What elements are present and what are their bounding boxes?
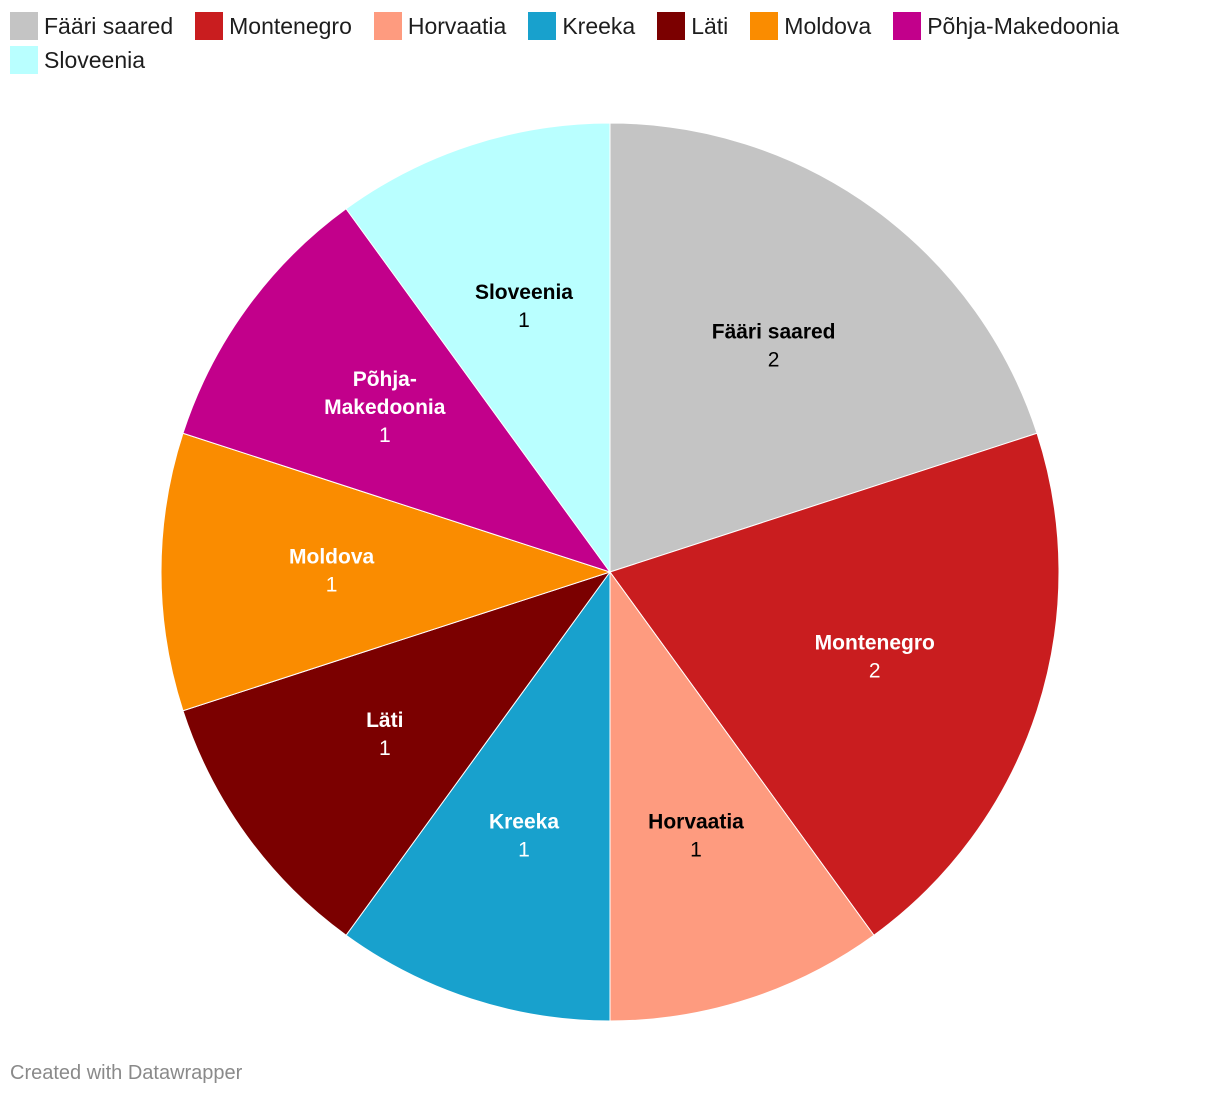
legend: Fääri saared Montenegro Horvaatia Kreeka Lät… xyxy=(10,12,1200,74)
legend-swatch xyxy=(528,12,557,40)
slice-value: 1 xyxy=(379,424,391,447)
slice-label: Montenegro xyxy=(815,632,935,655)
pie-slice xyxy=(160,432,612,712)
slice-value: 1 xyxy=(518,309,530,332)
slice-value: 1 xyxy=(326,574,338,597)
legend-item: Kreeka xyxy=(528,12,635,40)
legend-item: Horvaatia xyxy=(373,12,507,40)
pie-slice xyxy=(345,570,611,1022)
pie-slice xyxy=(609,570,875,1022)
slice-label: Läti xyxy=(366,709,403,732)
legend-label: Põhja-Makedoonia xyxy=(927,12,1120,39)
slice-label: Fääri saared xyxy=(712,320,836,343)
slice-label: Moldova xyxy=(289,546,374,569)
pie-slice xyxy=(345,122,611,574)
slice-value: 2 xyxy=(768,348,780,371)
legend-label: Montenegro xyxy=(229,12,352,39)
legend-item: Läti xyxy=(657,12,728,40)
legend-swatch xyxy=(373,12,402,40)
pie-slice xyxy=(182,571,612,936)
pie-chart: Fääri saared 2 Montenegro 2 Horvaatia 1 Kreeka… xyxy=(160,122,1060,1022)
legend-swatch xyxy=(195,12,224,40)
legend-item: Fääri saared xyxy=(10,12,173,40)
slice-value: 1 xyxy=(518,838,530,861)
slice-value: 2 xyxy=(869,660,881,683)
slice-value: 1 xyxy=(690,838,702,861)
legend-swatch xyxy=(657,12,686,40)
legend-swatch xyxy=(893,12,922,40)
credit-text: Created with Datawrapper xyxy=(10,1062,243,1084)
legend-label: Läti xyxy=(691,12,729,39)
legend-item: Põhja-Makedoonia xyxy=(893,12,1119,40)
legend-swatch xyxy=(10,12,38,40)
legend-swatch xyxy=(10,46,38,74)
legend-label: Sloveenia xyxy=(44,46,146,73)
legend-label: Fääri saared xyxy=(44,12,174,39)
slice-label: Horvaatia xyxy=(648,810,744,833)
legend-item: Montenegro xyxy=(195,12,352,40)
legend-item: Sloveenia xyxy=(10,46,145,74)
pie-slice xyxy=(182,208,612,573)
legend-label: Horvaatia xyxy=(407,12,507,39)
slice-label: Makedoonia xyxy=(324,396,446,419)
slice-label: Sloveenia xyxy=(475,281,573,304)
legend-label: Kreeka xyxy=(562,12,636,39)
pie-slice xyxy=(609,122,1038,573)
slice-value: 1 xyxy=(379,737,391,760)
slice-label: Põhja- xyxy=(353,368,417,391)
legend-swatch xyxy=(750,12,779,40)
pie-slice xyxy=(609,432,1060,936)
legend-item: Moldova xyxy=(750,12,871,40)
slice-label: Kreeka xyxy=(489,810,559,833)
legend-label: Moldova xyxy=(784,12,872,39)
